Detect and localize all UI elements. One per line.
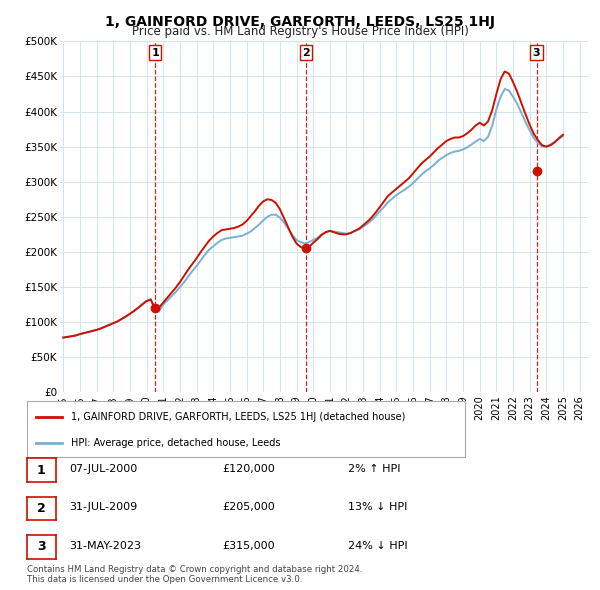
Text: Contains HM Land Registry data © Crown copyright and database right 2024.
This d: Contains HM Land Registry data © Crown c…	[27, 565, 362, 584]
Text: 1: 1	[37, 464, 46, 477]
Text: 2% ↑ HPI: 2% ↑ HPI	[348, 464, 401, 474]
Text: 3: 3	[37, 540, 46, 553]
Text: £205,000: £205,000	[222, 503, 275, 512]
Text: 24% ↓ HPI: 24% ↓ HPI	[348, 541, 407, 550]
Text: 31-MAY-2023: 31-MAY-2023	[69, 541, 141, 550]
Text: £120,000: £120,000	[222, 464, 275, 474]
Text: £315,000: £315,000	[222, 541, 275, 550]
Text: 07-JUL-2000: 07-JUL-2000	[69, 464, 137, 474]
Text: 13% ↓ HPI: 13% ↓ HPI	[348, 503, 407, 512]
Text: 1, GAINFORD DRIVE, GARFORTH, LEEDS, LS25 1HJ (detached house): 1, GAINFORD DRIVE, GARFORTH, LEEDS, LS25…	[71, 412, 405, 422]
Text: 31-JUL-2009: 31-JUL-2009	[69, 503, 137, 512]
Text: 1: 1	[151, 48, 159, 58]
Text: 2: 2	[37, 502, 46, 515]
Text: 1, GAINFORD DRIVE, GARFORTH, LEEDS, LS25 1HJ: 1, GAINFORD DRIVE, GARFORTH, LEEDS, LS25…	[105, 15, 495, 29]
Text: HPI: Average price, detached house, Leeds: HPI: Average price, detached house, Leed…	[71, 438, 280, 448]
Text: 2: 2	[302, 48, 310, 58]
Text: 3: 3	[533, 48, 541, 58]
Text: Price paid vs. HM Land Registry's House Price Index (HPI): Price paid vs. HM Land Registry's House …	[131, 25, 469, 38]
